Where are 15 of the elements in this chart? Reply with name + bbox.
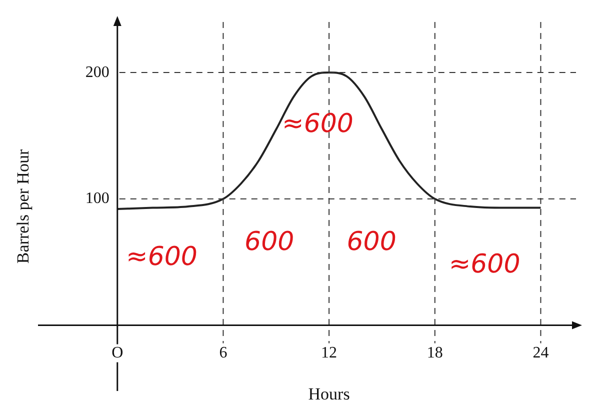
x-tick-label: 6 [219, 344, 228, 362]
annotation: ≈600 [448, 249, 520, 280]
y-tick-label: 100 [85, 190, 110, 208]
annotation: ≈600 [282, 109, 354, 140]
annotation: 600 [244, 227, 294, 258]
annotation: 600 [346, 227, 396, 258]
annotation: ≈600 [126, 242, 198, 272]
y-axis-title: Barrels per Hour [13, 149, 32, 264]
y-tick-label: 200 [85, 64, 110, 81]
x-axis-title: Hours [308, 384, 350, 404]
x-tick-label: 12 [321, 344, 338, 362]
x-tick-label: O [112, 344, 124, 362]
line-series [116, 72, 542, 210]
x-tick-label: 18 [426, 344, 443, 362]
x-tick-label: 24 [532, 344, 549, 362]
